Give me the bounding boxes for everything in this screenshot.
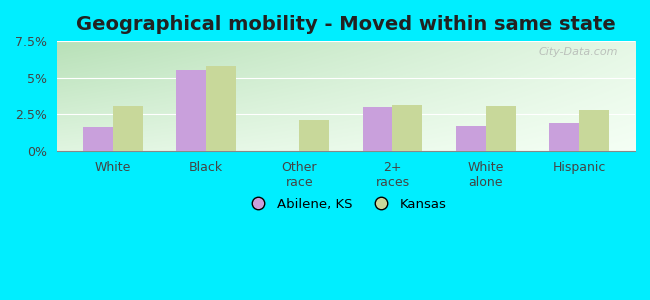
Bar [299,120,329,151]
Bar [456,126,486,151]
Bar [549,123,579,151]
Text: City-Data.com: City-Data.com [538,46,617,57]
Bar [176,70,206,151]
Legend: Abilene, KS, Kansas: Abilene, KS, Kansas [240,193,452,216]
Bar [486,106,515,151]
Bar [112,106,142,151]
Bar [363,107,393,151]
Bar [579,110,609,151]
Bar [206,66,236,151]
Title: Geographical mobility - Moved within same state: Geographical mobility - Moved within sam… [76,15,616,34]
Bar [393,105,422,151]
Bar [83,128,112,151]
